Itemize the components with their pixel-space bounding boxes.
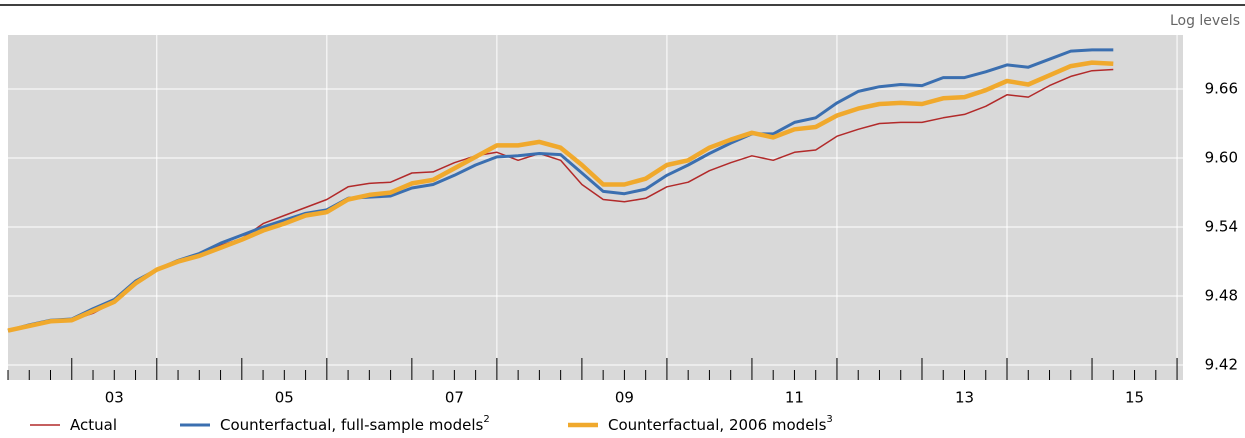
x-tick-label: 09 [615,389,634,407]
y-tick-label: 9.54 [1205,218,1238,236]
x-tick-label: 07 [445,389,464,407]
legend-footnote: 2 [483,414,489,425]
x-tick-label: 13 [955,389,974,407]
x-tick-label: 15 [1125,389,1144,407]
legend-name: Counterfactual, full-sample models [220,416,483,434]
y-tick-label: 9.66 [1205,80,1238,98]
legend-label: Counterfactual, full-sample models2 [220,414,490,434]
legend-footnote: 3 [826,414,832,425]
y-tick-label: 9.42 [1205,356,1238,374]
plot-background [8,35,1183,380]
legend-label: Counterfactual, 2006 models3 [608,414,833,434]
x-tick-label: 03 [105,389,124,407]
legend-name: Actual [70,416,117,434]
axis-label: Log levels [1170,13,1240,29]
y-tick-label: 9.48 [1205,287,1238,305]
y-tick-label: 9.60 [1205,149,1238,167]
legend-name: Counterfactual, 2006 models [608,416,827,434]
x-tick-label: 11 [785,389,804,407]
legend-label: Actual [70,416,117,434]
x-tick-label: 05 [275,389,294,407]
series-line [7,60,1114,333]
